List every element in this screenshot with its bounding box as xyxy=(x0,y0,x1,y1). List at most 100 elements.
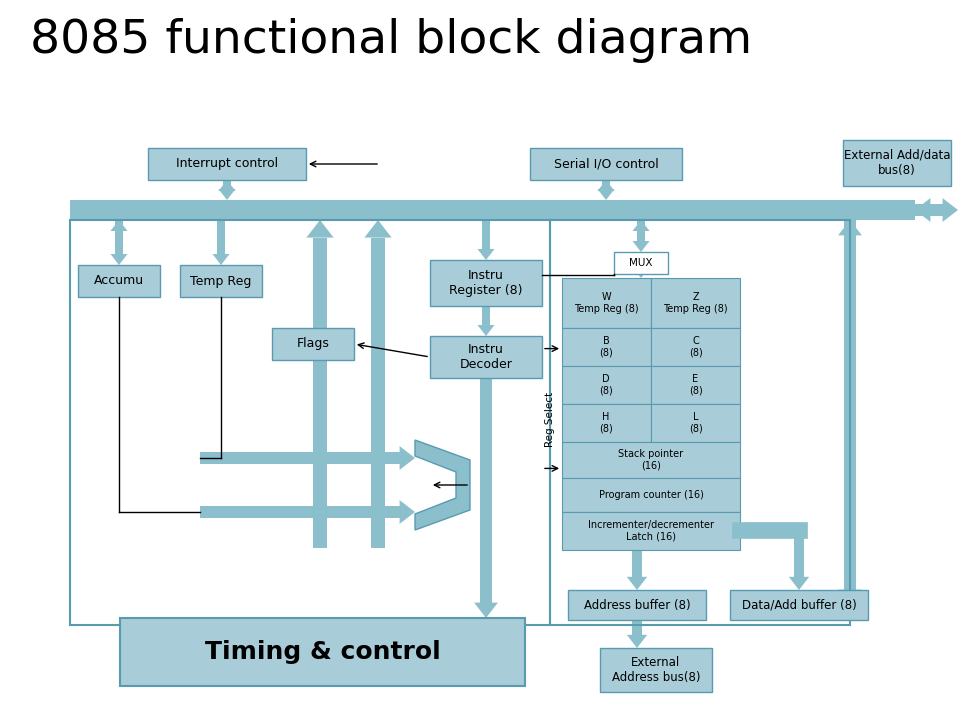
Bar xyxy=(562,366,651,404)
Bar xyxy=(70,220,550,625)
Polygon shape xyxy=(627,577,647,590)
Polygon shape xyxy=(635,269,648,278)
Bar xyxy=(730,590,868,620)
Text: Program counter (16): Program counter (16) xyxy=(599,490,704,500)
Polygon shape xyxy=(597,189,614,200)
Bar xyxy=(632,620,642,635)
Text: H
(8): H (8) xyxy=(599,412,612,433)
Bar xyxy=(651,404,740,442)
Polygon shape xyxy=(399,446,415,470)
Text: E
(8): E (8) xyxy=(688,374,703,396)
Bar xyxy=(115,231,123,254)
Bar xyxy=(632,550,642,577)
Bar xyxy=(794,530,804,577)
Bar xyxy=(844,235,856,590)
Polygon shape xyxy=(477,249,494,260)
Polygon shape xyxy=(915,198,930,222)
Bar xyxy=(637,269,644,274)
Bar xyxy=(844,220,856,590)
Bar xyxy=(602,189,611,191)
Bar xyxy=(223,180,231,189)
Text: Flags: Flags xyxy=(297,338,329,351)
Polygon shape xyxy=(633,241,650,252)
Text: Z
Temp Reg (8): Z Temp Reg (8) xyxy=(663,292,728,314)
Bar xyxy=(480,378,492,603)
Bar xyxy=(120,618,525,686)
Bar xyxy=(78,265,160,297)
Bar xyxy=(562,328,651,366)
Text: External Add/data
bus(8): External Add/data bus(8) xyxy=(844,149,950,177)
Polygon shape xyxy=(838,220,862,235)
Polygon shape xyxy=(212,254,229,265)
Polygon shape xyxy=(474,603,498,618)
Text: Reg Select: Reg Select xyxy=(545,392,555,447)
Bar xyxy=(550,220,850,625)
Bar xyxy=(651,328,740,366)
Bar xyxy=(372,238,385,548)
Polygon shape xyxy=(633,220,650,231)
Bar xyxy=(602,180,611,189)
Bar xyxy=(843,140,951,186)
Bar xyxy=(313,238,326,548)
Text: Address buffer (8): Address buffer (8) xyxy=(584,598,690,611)
Bar xyxy=(217,220,226,254)
Text: Serial I/O control: Serial I/O control xyxy=(554,158,659,171)
Text: Instru
Decoder: Instru Decoder xyxy=(460,343,513,371)
Text: Incrementer/decrementer
Latch (16): Incrementer/decrementer Latch (16) xyxy=(588,520,714,541)
Text: Accumu: Accumu xyxy=(94,274,144,287)
Polygon shape xyxy=(399,500,415,524)
Polygon shape xyxy=(219,180,235,191)
Bar xyxy=(115,220,123,254)
Bar xyxy=(530,148,682,180)
Bar xyxy=(568,590,706,620)
Bar xyxy=(614,252,668,274)
Text: Temp Reg: Temp Reg xyxy=(190,274,252,287)
Polygon shape xyxy=(365,220,392,238)
Polygon shape xyxy=(415,440,470,530)
Bar xyxy=(148,148,306,180)
Bar xyxy=(636,231,645,241)
Bar xyxy=(915,204,943,216)
Bar xyxy=(70,200,915,220)
Bar xyxy=(636,220,645,241)
Polygon shape xyxy=(477,325,494,336)
Bar xyxy=(562,478,740,512)
Text: External
Address bus(8): External Address bus(8) xyxy=(612,656,700,684)
Polygon shape xyxy=(306,220,334,238)
Text: B
(8): B (8) xyxy=(599,336,612,358)
Polygon shape xyxy=(627,635,647,648)
Text: W
Temp Reg (8): W Temp Reg (8) xyxy=(574,292,638,314)
Text: Stack pointer
(16): Stack pointer (16) xyxy=(618,449,684,471)
Polygon shape xyxy=(789,577,809,590)
Bar xyxy=(223,189,231,191)
Bar xyxy=(200,452,399,464)
Bar xyxy=(562,442,740,478)
Text: 8085 functional block diagram: 8085 functional block diagram xyxy=(30,18,752,63)
Bar xyxy=(562,278,651,328)
Text: L
(8): L (8) xyxy=(688,412,703,433)
Polygon shape xyxy=(219,189,235,200)
Text: C
(8): C (8) xyxy=(688,336,703,358)
Text: Instru
Register (8): Instru Register (8) xyxy=(449,269,523,297)
Polygon shape xyxy=(110,254,128,265)
Bar xyxy=(651,366,740,404)
Text: D
(8): D (8) xyxy=(599,374,612,396)
Polygon shape xyxy=(943,198,958,222)
Bar xyxy=(482,306,491,325)
Bar xyxy=(430,260,542,306)
Text: Timing & control: Timing & control xyxy=(204,640,441,664)
Polygon shape xyxy=(838,590,862,605)
Bar xyxy=(200,506,399,518)
Bar xyxy=(482,220,491,249)
Bar xyxy=(600,648,712,692)
Text: Data/Add buffer (8): Data/Add buffer (8) xyxy=(742,598,856,611)
Polygon shape xyxy=(110,220,128,231)
Bar xyxy=(430,336,542,378)
Text: MUX: MUX xyxy=(629,258,653,268)
Bar xyxy=(180,265,262,297)
Bar xyxy=(562,512,740,550)
Polygon shape xyxy=(597,180,614,191)
Bar xyxy=(562,404,651,442)
Text: Interrupt control: Interrupt control xyxy=(176,158,278,171)
Bar xyxy=(651,278,740,328)
